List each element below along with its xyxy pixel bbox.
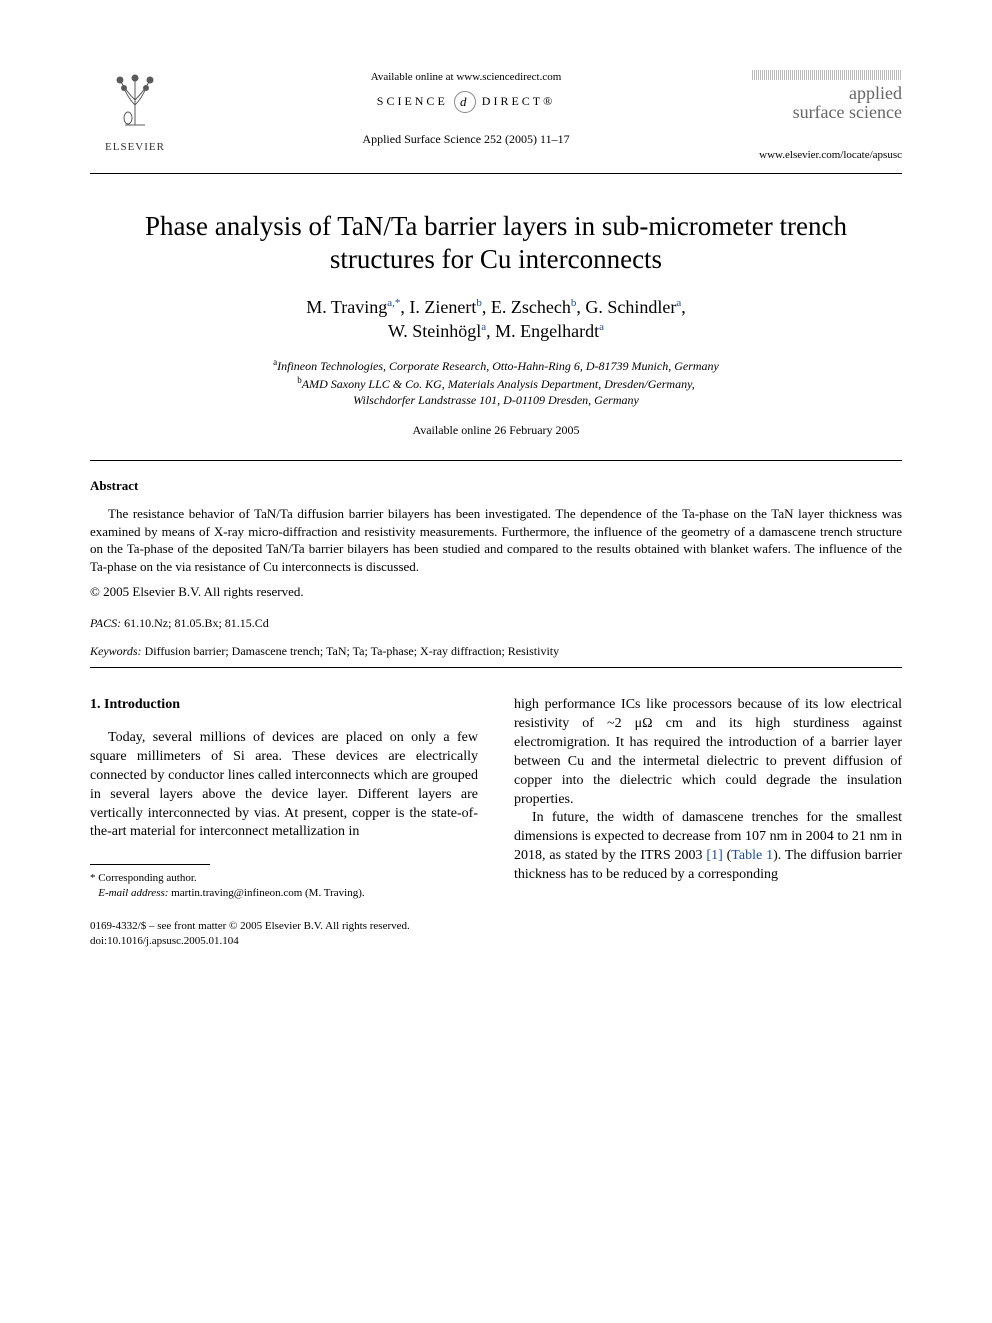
sd-right: DIRECT® [482, 94, 555, 108]
journal-name: applied surface science [752, 84, 902, 122]
keywords-values: Diffusion barrier; Damascene trench; TaN… [142, 644, 560, 658]
journal-logo-block: applied surface science www.elsevier.com… [752, 70, 902, 163]
footer-block: 0169-4332/$ – see front matter © 2005 El… [90, 919, 902, 949]
column-left: 1. Introduction Today, several millions … [90, 696, 478, 901]
pacs-values: 61.10.Nz; 81.05.Bx; 81.15.Cd [121, 616, 269, 630]
author-1-sup: a,* [387, 297, 400, 309]
affiliations-block: aInfineon Technologies, Corporate Resear… [90, 356, 902, 409]
section-1-heading: 1. Introduction [90, 696, 478, 715]
affiliation-b2: Wilschdorfer Landstrasse 101, D-01109 Dr… [353, 393, 639, 407]
corresponding-author: * Corresponding author. [90, 871, 478, 886]
available-online-text: Available online at www.sciencedirect.co… [200, 70, 732, 85]
journal-name-line2: surface science [793, 102, 902, 122]
header-rule [90, 173, 902, 174]
abstract-heading: Abstract [90, 477, 902, 495]
authors-block: M. Travinga,*, I. Zienertb, E. Zschechb,… [90, 295, 902, 344]
pacs-line: PACS: 61.10.Nz; 81.05.Bx; 81.15.Cd [90, 615, 902, 631]
email-value: martin.traving@infineon.com (M. Traving)… [168, 887, 364, 899]
front-matter-line: 0169-4332/$ – see front matter © 2005 El… [90, 919, 902, 934]
copyright-line: © 2005 Elsevier B.V. All rights reserved… [90, 583, 902, 601]
col1-paragraph-1: Today, several millions of devices are p… [90, 729, 478, 842]
body-columns: 1. Introduction Today, several millions … [90, 696, 902, 901]
author-6-sup: a [599, 321, 604, 333]
author-2: , I. Zienert [400, 297, 476, 317]
publisher-logo: ELSEVIER [90, 70, 180, 155]
abstract-top-rule [90, 460, 902, 461]
keywords-label: Keywords: [90, 644, 142, 658]
email-label: E-mail address: [98, 887, 168, 899]
ref-link-1[interactable]: [1] [706, 848, 722, 863]
available-date: Available online 26 February 2005 [90, 422, 902, 438]
sd-left: SCIENCE [377, 94, 448, 108]
pacs-label: PACS: [90, 616, 121, 630]
abstract-text: The resistance behavior of TaN/Ta diffus… [90, 505, 902, 575]
sd-at-icon: d [454, 91, 476, 113]
table-link-1[interactable]: Table 1 [731, 848, 773, 863]
author-4: , G. Schindler [576, 297, 676, 317]
abstract-body: The resistance behavior of TaN/Ta diffus… [90, 505, 902, 575]
abstract-bottom-rule [90, 667, 902, 668]
column-right: high performance ICs like processors bec… [514, 696, 902, 901]
footnote-rule [90, 864, 210, 865]
keywords-line: Keywords: Diffusion barrier; Damascene t… [90, 643, 902, 659]
author-6: , M. Engelhardt [486, 321, 599, 341]
col2-p2b: ( [723, 848, 732, 863]
email-line: E-mail address: martin.traving@infineon.… [90, 886, 478, 901]
author-5: W. Steinhögl [388, 321, 481, 341]
elsevier-tree-icon [90, 70, 180, 138]
author-1: M. Traving [306, 297, 387, 317]
doi-line: doi:10.1016/j.apsusc.2005.01.104 [90, 934, 902, 949]
journal-bars-graphic [752, 70, 902, 80]
journal-url: www.elsevier.com/locate/apsusc [752, 148, 902, 163]
journal-header: ELSEVIER Available online at www.science… [90, 70, 902, 163]
header-center: Available online at www.sciencedirect.co… [180, 70, 752, 147]
article-title: Phase analysis of TaN/Ta barrier layers … [130, 210, 862, 278]
author-4-sup: a [676, 297, 681, 309]
publisher-name: ELSEVIER [90, 140, 180, 155]
science-direct-logo: SCIENCE d DIRECT® [200, 91, 732, 113]
col2-paragraph-1: high performance ICs like processors bec… [514, 696, 902, 809]
affiliation-a: Infineon Technologies, Corporate Researc… [277, 359, 719, 373]
author-3: , E. Zschech [482, 297, 571, 317]
col2-paragraph-2: In future, the width of damascene trench… [514, 809, 902, 885]
journal-reference: Applied Surface Science 252 (2005) 11–17 [200, 131, 732, 147]
footnote-block: * Corresponding author. E-mail address: … [90, 871, 478, 901]
affiliation-b: AMD Saxony LLC & Co. KG, Materials Analy… [302, 377, 695, 391]
journal-name-line1: applied [849, 83, 902, 103]
